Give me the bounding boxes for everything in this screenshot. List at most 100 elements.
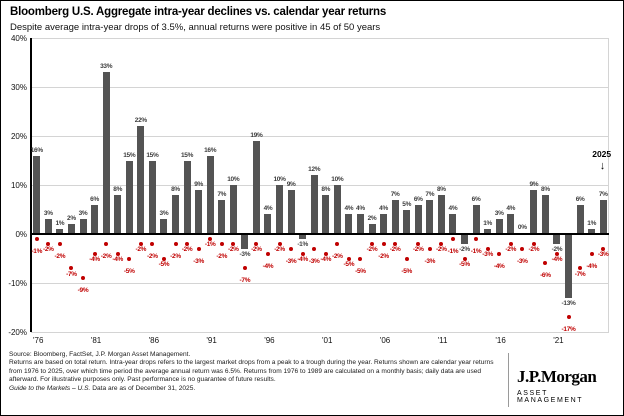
bar-year-2020 (541, 194, 549, 234)
intra-year-decline-dot (474, 236, 479, 241)
bar-value-label: -1% (297, 240, 308, 248)
decline-value-label: -2% (331, 252, 343, 260)
intra-year-decline-dot (81, 276, 86, 281)
bar-value-label: 3% (159, 210, 169, 218)
gridline (31, 283, 609, 284)
bar-value-label: 33% (100, 63, 113, 71)
bar-value-label: 5% (402, 200, 412, 208)
bar-year-2014 (472, 204, 480, 234)
decline-value-label: -5% (343, 261, 355, 268)
intra-year-decline-dot (358, 256, 363, 261)
bar-value-label: 8% (113, 185, 123, 193)
bar-value-label: 7% (217, 190, 227, 198)
decline-value-label: -4% (586, 262, 597, 270)
intra-year-decline-dot (578, 266, 583, 271)
x-axis-tick-label: '01 (322, 336, 333, 345)
bar-year-2025 (599, 199, 607, 234)
decline-value-label: -1% (470, 247, 482, 255)
intra-year-decline-dot (289, 246, 294, 251)
intra-year-decline-dot (300, 251, 305, 256)
bar-year-2017 (507, 214, 515, 234)
intra-year-decline-dot (427, 246, 432, 251)
bar-value-label: 4% (263, 205, 273, 213)
bar-year-1997 (276, 185, 284, 234)
intra-year-decline-dot (416, 241, 421, 246)
bar-value-label: 6% (90, 195, 99, 203)
intra-year-decline-dot (242, 266, 247, 271)
bar-value-label: 8% (171, 185, 180, 193)
bar-year-2004 (356, 214, 364, 234)
intra-year-decline-dot (34, 236, 39, 241)
intra-year-decline-dot (370, 241, 375, 246)
intra-year-decline-dot (497, 251, 502, 256)
bar-year-1987 (160, 219, 168, 234)
bar-year-2021 (553, 234, 561, 244)
x-axis-zero-line (31, 233, 609, 235)
bar-value-label: 10% (227, 176, 240, 183)
guide-line: Guide to the Markets – U.S. Data are as … (9, 385, 503, 393)
bar-year-2002 (333, 185, 341, 234)
x-axis-tick-label: '96 (264, 336, 275, 345)
decline-value-label: -4% (320, 256, 332, 264)
footer-notes: Source: Bloomberg, FactSet, J.P. Morgan … (9, 351, 503, 393)
bar-value-label: 2% (67, 215, 76, 223)
intra-year-decline-dot (161, 256, 166, 261)
decline-value-label: -2% (100, 252, 112, 260)
intra-year-decline-dot (346, 256, 351, 261)
intra-year-decline-dot (127, 256, 132, 261)
bar-year-1979 (67, 224, 75, 234)
bar-value-label: 7% (425, 190, 435, 198)
x-axis-tick-label: '76 (33, 336, 44, 345)
bar-year-1978 (56, 229, 64, 234)
bar-year-2001 (322, 194, 330, 234)
source-line: Source: Bloomberg, FactSet, J.P. Morgan … (9, 351, 191, 358)
decline-value-label: -2% (216, 252, 228, 260)
decline-value-label: -4% (89, 256, 100, 264)
decline-value-label: -1% (204, 241, 216, 249)
decline-value-label: -5% (355, 267, 366, 275)
decline-value-label: -2% (366, 246, 378, 254)
bar-value-label: 4% (448, 205, 458, 213)
intra-year-decline-dot (543, 261, 548, 266)
bar-year-1986 (148, 160, 156, 234)
bar-year-2012 (449, 214, 457, 234)
bar-value-label: 6% (471, 195, 481, 203)
bar-year-2010 (426, 199, 434, 234)
decline-value-label: -2% (389, 246, 401, 254)
down-arrow-icon: ↓ (599, 160, 606, 172)
chart-title: Bloomberg U.S. Aggregate intra-year decl… (10, 6, 387, 18)
decline-value-label: -3% (424, 257, 436, 265)
bar-year-2015 (484, 229, 492, 234)
decline-value-label: -4% (297, 256, 308, 264)
intra-year-decline-dot (196, 246, 201, 251)
bar-year-1988 (172, 194, 179, 234)
bar-year-1985 (137, 126, 145, 234)
decline-value-label: -2% (147, 252, 158, 260)
y-axis-tick-label: 20% (10, 131, 27, 141)
intra-year-decline-dot (92, 251, 97, 256)
intra-year-decline-dot (404, 256, 409, 261)
intra-year-decline-dot (312, 246, 317, 251)
intra-year-decline-dot (589, 251, 594, 256)
bar-year-1994 (241, 234, 249, 249)
bar-value-label: 9% (529, 180, 539, 188)
x-axis-tick-label: '06 (379, 336, 391, 345)
bar-year-2006 (380, 214, 388, 234)
intra-year-decline-dot (185, 241, 190, 246)
bar-value-label: 15% (180, 151, 194, 159)
bar-value-label: 22% (134, 117, 147, 125)
jpmorgan-wordmark: J.P.Morgan (517, 367, 597, 386)
bar-year-2007 (391, 199, 399, 234)
bar-value-label: 15% (123, 151, 136, 159)
bar-year-1989 (183, 160, 191, 234)
decline-value-label: -9% (77, 287, 89, 295)
bar-year-2005 (368, 224, 376, 234)
bar-value-label: 15% (146, 151, 159, 159)
decline-value-label: -5% (459, 261, 470, 268)
bar-value-label: 1% (483, 220, 492, 228)
intra-year-decline-dot (485, 246, 490, 251)
bar-year-1998 (287, 189, 295, 234)
bar-value-label: 6% (575, 195, 585, 203)
bar-value-label: 3% (494, 210, 504, 218)
decline-value-label: -2% (251, 246, 262, 254)
